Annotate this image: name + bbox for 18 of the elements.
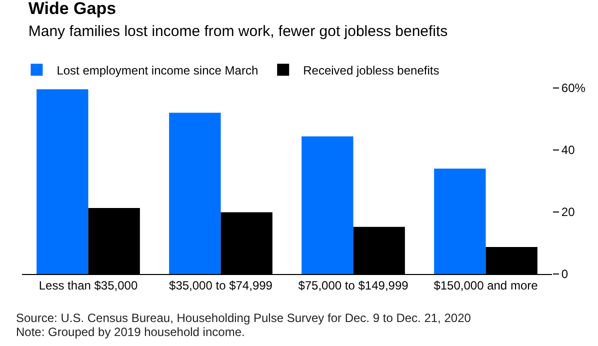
bar <box>169 112 221 274</box>
x-tick-label: $35,000 to $74,999 <box>169 278 273 292</box>
chart-title: Wide Gaps <box>28 0 116 18</box>
x-tick-label: $150,000 and more <box>434 278 538 292</box>
y-tick-label: 20 <box>561 205 576 220</box>
x-tick-label: $75,000 to $149,999 <box>298 278 409 292</box>
x-tick-label: Less than $35,000 <box>38 278 138 292</box>
bar <box>302 136 354 274</box>
chart-subtitle: Many families lost income from work, fewer got jobless benefits <box>28 22 448 40</box>
y-tick-label: 0 <box>561 267 568 282</box>
legend-label: Received jobless benefits <box>303 63 440 78</box>
source-note: Source: U.S. Census Bureau, Householding Pulse Survey for Dec. 9 to Dec. 21, 2020 <box>16 311 472 325</box>
bar <box>434 168 486 274</box>
bar <box>36 89 88 274</box>
legend-label: Lost employment income since March <box>56 63 258 78</box>
text: Note: Grouped by 2019 household income. <box>16 325 245 339</box>
y-tick-label: 40 <box>561 143 576 158</box>
y-tick-label: 60% <box>561 81 586 96</box>
